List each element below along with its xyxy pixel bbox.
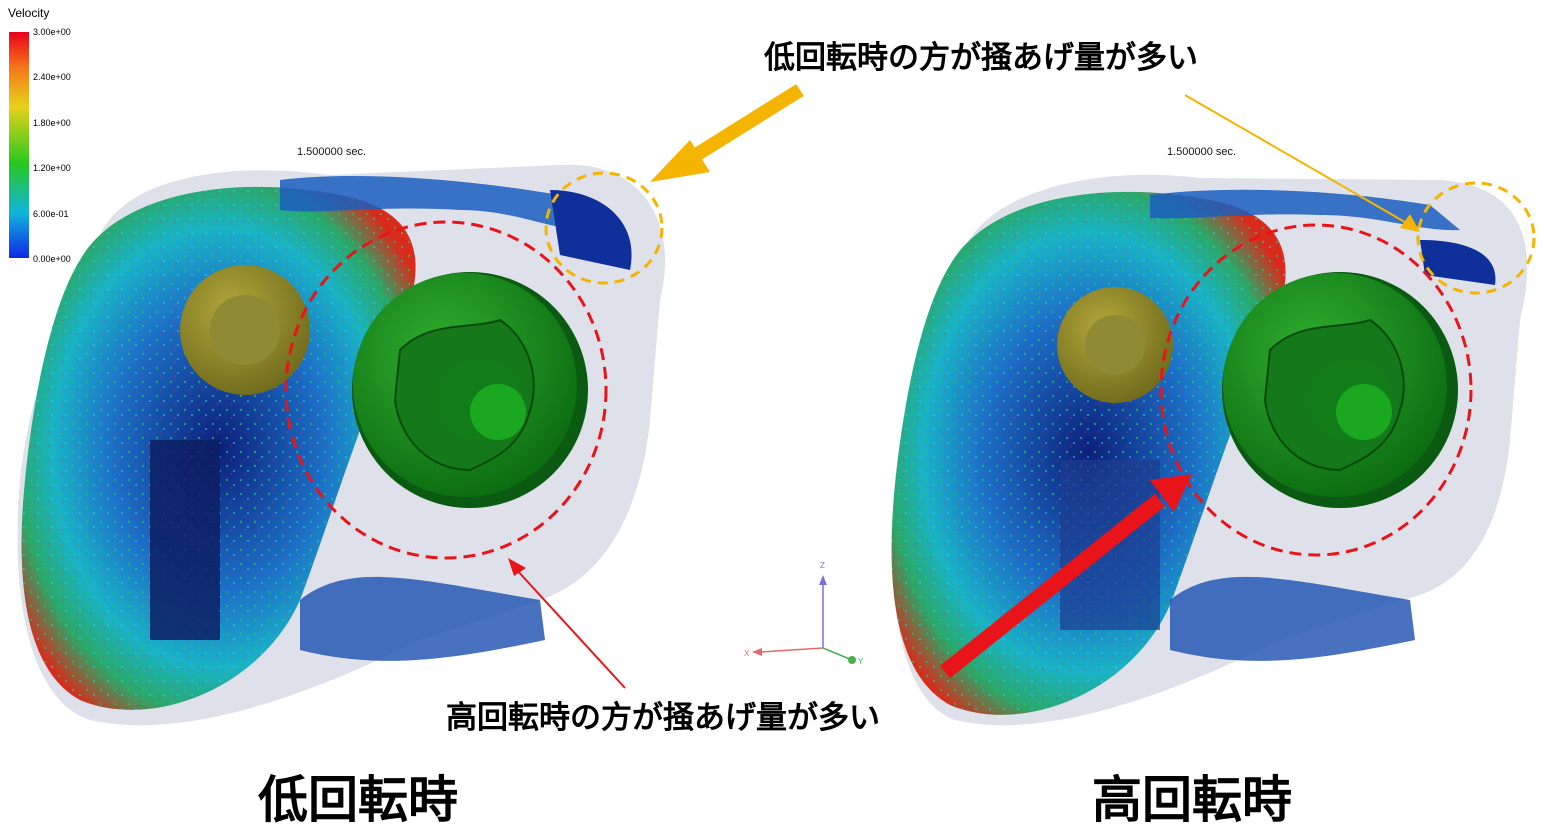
legend-tick: 3.00e+00 <box>33 27 71 37</box>
annotation-top: 低回転時の方が掻あげ量が多い <box>764 40 1198 76</box>
legend-tick: 1.20e+00 <box>33 163 71 173</box>
axis-z-label: Z <box>820 561 825 570</box>
left-simulation <box>17 164 666 726</box>
orange-thick-arrow-shaft <box>676 84 804 171</box>
left-red-dashed-circle <box>284 220 608 560</box>
velocity-color-bar <box>9 32 29 258</box>
legend-tick: 0.00e+00 <box>33 254 71 264</box>
legend-tick: 6.00e-01 <box>33 209 69 219</box>
legend-title: Velocity <box>8 6 50 20</box>
legend-tick: 1.80e+00 <box>33 118 71 128</box>
red-arrow-head <box>1150 474 1192 512</box>
red-thin-arrow-shaft <box>514 567 626 689</box>
red-thick-arrow-shaft <box>940 493 1165 679</box>
orange-thin-arrow-shaft <box>1184 94 1411 226</box>
legend-tick: 2.40e+00 <box>33 72 71 82</box>
right-red-dashed-circle <box>1159 223 1473 557</box>
left-sim-time: 1.500000 sec. <box>297 146 367 158</box>
axis-x-label: X <box>744 649 750 658</box>
right-orange-dashed-circle <box>1416 181 1536 295</box>
right-simulation <box>891 174 1528 726</box>
axis-y-label: Y <box>858 657 864 666</box>
axes-triad-icon: Z X Y <box>744 561 864 666</box>
caption-left: 低回転時 <box>258 770 458 829</box>
right-sim-time: 1.500000 sec. <box>1167 146 1237 158</box>
left-orange-dashed-circle <box>544 171 664 285</box>
annotation-bottom: 高回転時の方が掻あげ量が多い <box>446 700 880 736</box>
orange-arrow-head <box>650 140 710 182</box>
caption-right: 高回転時 <box>1092 770 1292 829</box>
